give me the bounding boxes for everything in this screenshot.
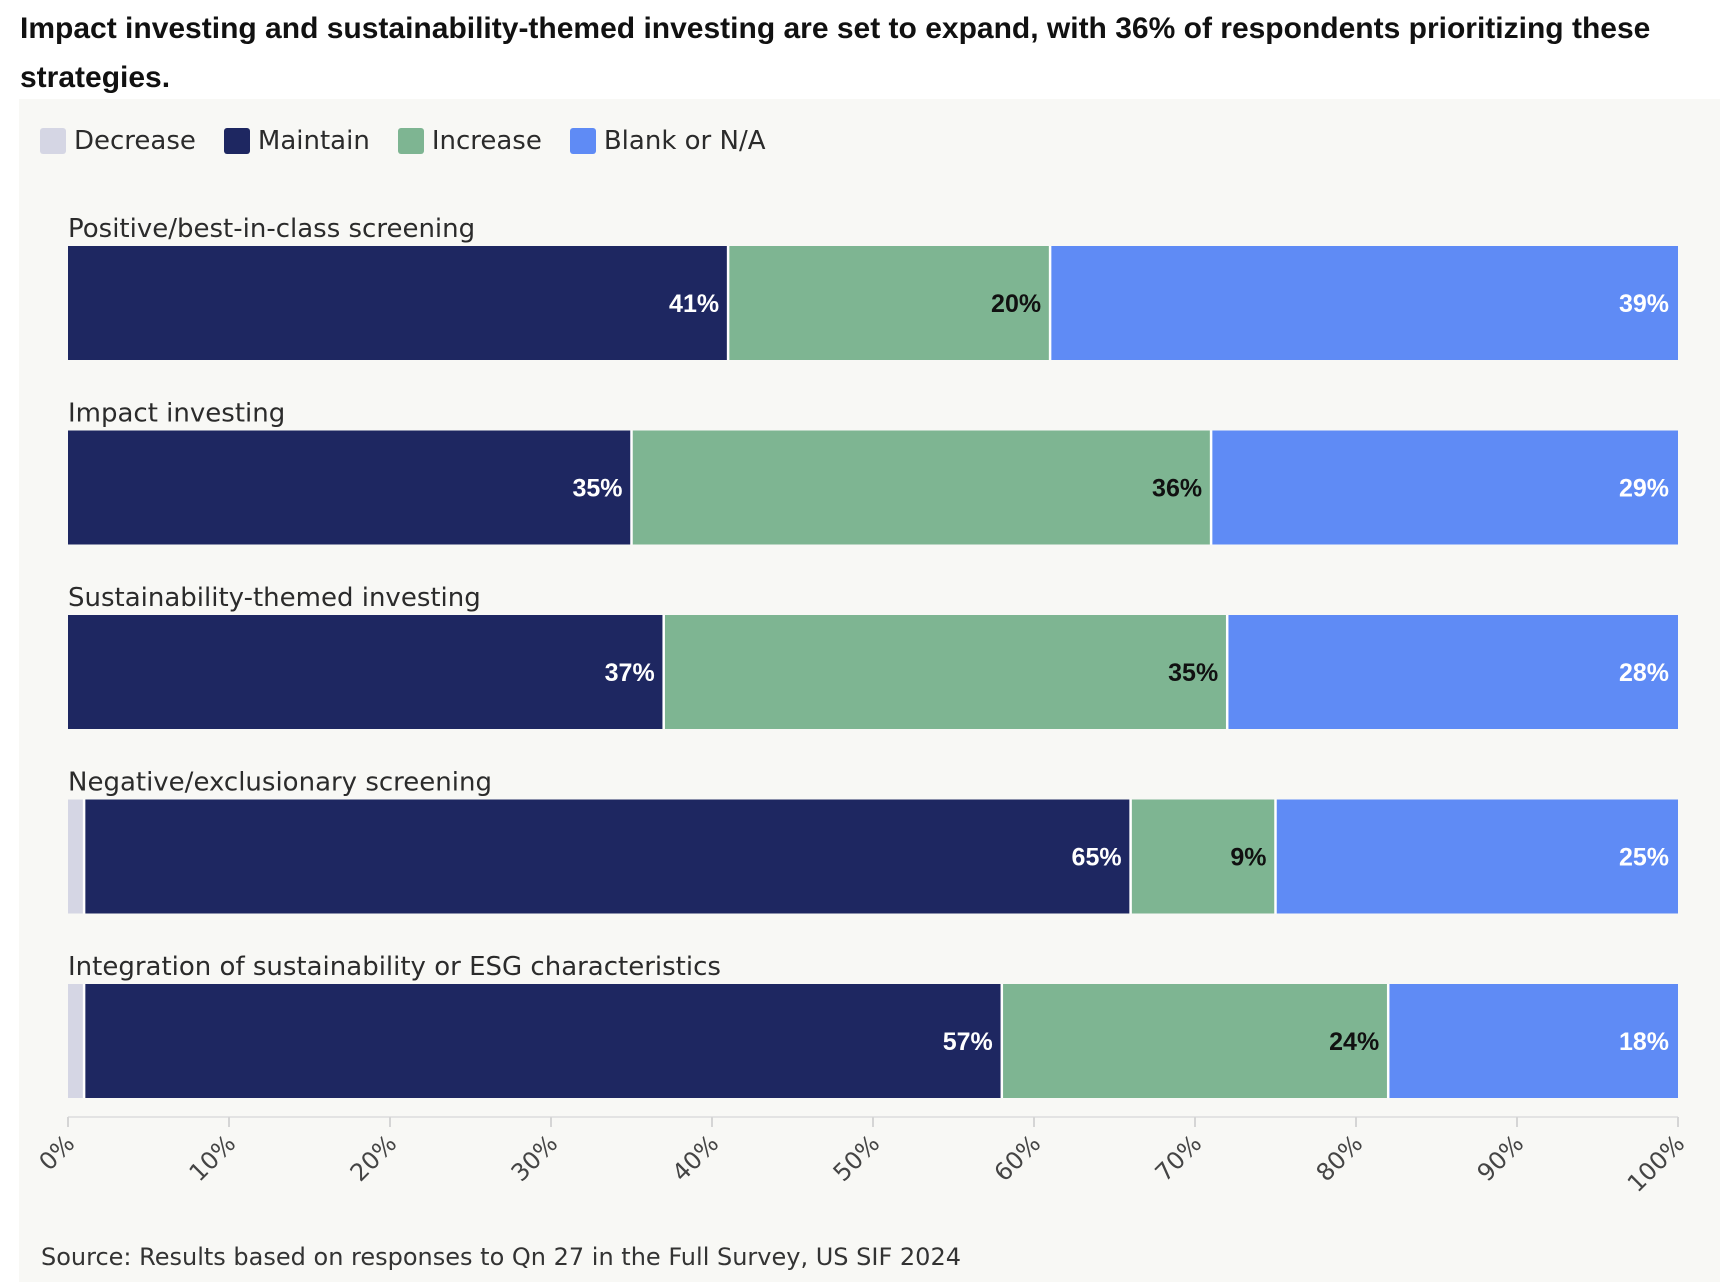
chart-legend: Decrease Maintain Increase Blank or N/A xyxy=(40,124,794,158)
bar-segment-blank-or-n-a xyxy=(1388,984,1678,1098)
legend-label-decrease: Decrease xyxy=(74,126,196,156)
data-label: 18% xyxy=(1619,1028,1669,1056)
bar-segment-decrease xyxy=(68,799,85,914)
bar-segment-increase xyxy=(1130,799,1276,914)
bar-segment-maintain xyxy=(84,799,1131,914)
bar-segment-maintain xyxy=(84,984,1002,1098)
legend-swatch-increase xyxy=(397,128,424,154)
bar-segment-maintain xyxy=(68,615,664,729)
source-note: Source: Results based on responses to Qn… xyxy=(41,1243,961,1271)
chart-headline: Impact investing and sustainability-them… xyxy=(20,4,1710,102)
headline-text: Impact investing and sustainability-them… xyxy=(20,12,1116,45)
data-label: 57% xyxy=(943,1028,993,1056)
x-tick-label: 0% xyxy=(34,1129,81,1176)
bar-segment-decrease xyxy=(68,984,85,1098)
data-label: 35% xyxy=(1168,659,1218,687)
x-tick-label: 70% xyxy=(1150,1129,1208,1187)
legend-item-blank: Blank or N/A xyxy=(569,126,766,156)
x-tick-label: 80% xyxy=(1311,1129,1369,1187)
category-label: Impact investing xyxy=(68,399,285,429)
bar-segment-increase xyxy=(631,430,1212,545)
legend-label-blank: Blank or N/A xyxy=(603,126,766,156)
bar-segment-increase xyxy=(1001,984,1389,1098)
bar-segment-increase xyxy=(663,615,1228,729)
legend-item-increase: Increase xyxy=(397,126,542,156)
x-tick-label: 20% xyxy=(345,1129,403,1187)
data-label: 25% xyxy=(1619,844,1669,872)
bar-segment-blank-or-n-a xyxy=(1050,246,1678,360)
data-label: 37% xyxy=(605,659,655,687)
x-tick-label: 40% xyxy=(667,1129,725,1187)
legend-label-increase: Increase xyxy=(431,126,542,156)
legend-label-maintain: Maintain xyxy=(257,126,370,156)
data-label: 29% xyxy=(1619,475,1669,503)
x-tick-label: 100% xyxy=(1622,1129,1690,1197)
data-label: 9% xyxy=(1230,844,1266,872)
category-label: Positive/best-in-class screening xyxy=(68,214,475,244)
x-tick-label: 90% xyxy=(1472,1129,1530,1187)
bar-segment-increase xyxy=(728,246,1051,360)
data-label: 20% xyxy=(991,290,1041,318)
data-label: 41% xyxy=(669,290,719,318)
x-tick-label: 50% xyxy=(828,1129,886,1187)
legend-swatch-decrease xyxy=(40,128,66,154)
x-tick-label: 10% xyxy=(184,1129,242,1187)
legend-swatch-blank xyxy=(569,128,596,154)
headline-emphasis: 36% of respondents xyxy=(1115,12,1401,45)
stacked-bar-chart: Positive/best-in-class screening 41% 20% 39… xyxy=(34,214,1691,1198)
data-label: 39% xyxy=(1619,290,1669,318)
x-tick-label: 60% xyxy=(989,1129,1047,1187)
bar-segment-maintain xyxy=(68,430,632,545)
category-label: Sustainability-themed investing xyxy=(68,583,481,613)
bar-segment-blank-or-n-a xyxy=(1227,615,1678,729)
data-label: 35% xyxy=(572,475,622,503)
headline-text-end: prioritizing these strategies. xyxy=(20,12,1651,94)
bar-segment-maintain xyxy=(68,246,729,360)
legend-item-maintain: Maintain xyxy=(223,126,370,156)
category-label: Negative/exclusionary screening xyxy=(68,768,492,798)
data-label: 65% xyxy=(1072,844,1122,872)
legend-item-decrease: Decrease xyxy=(40,126,196,156)
legend-swatch-maintain xyxy=(223,128,250,154)
bar-segment-blank-or-n-a xyxy=(1211,430,1678,545)
data-label: 36% xyxy=(1152,475,1202,503)
data-label: 28% xyxy=(1619,659,1669,687)
x-tick-label: 30% xyxy=(506,1129,564,1187)
category-label: Integration of sustainability or ESG cha… xyxy=(68,952,721,982)
bar-segment-blank-or-n-a xyxy=(1275,799,1678,914)
data-label: 24% xyxy=(1329,1028,1379,1056)
